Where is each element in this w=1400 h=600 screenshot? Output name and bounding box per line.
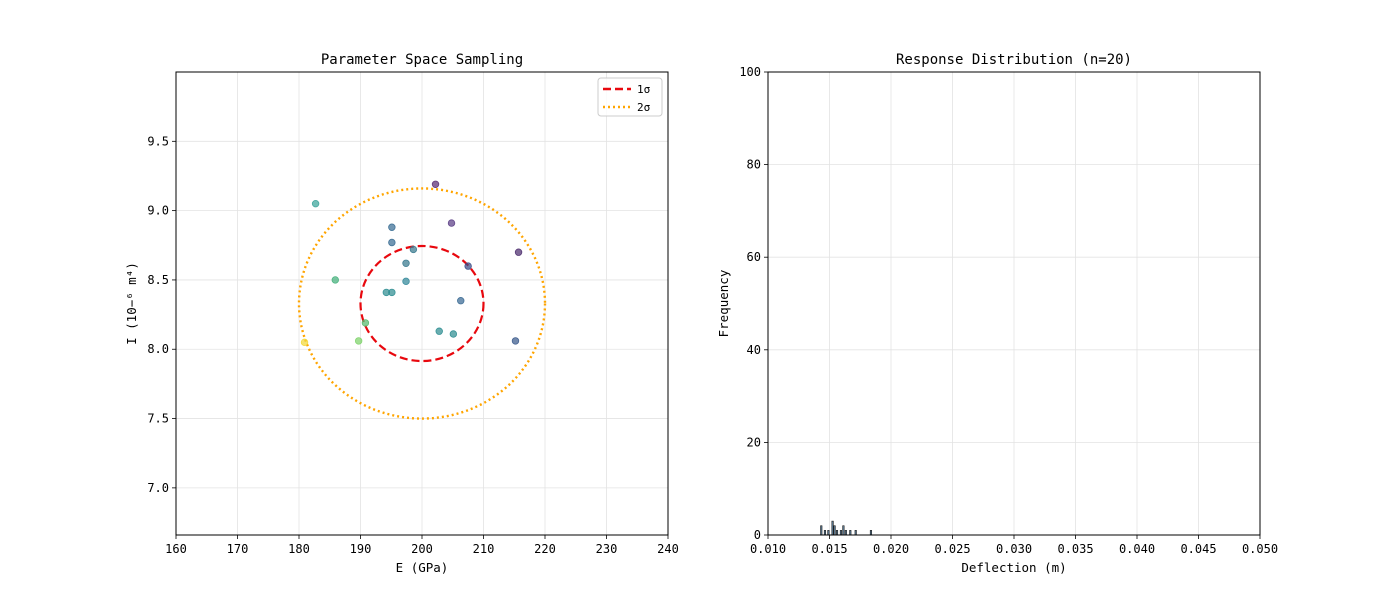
y-tick-label: 0: [754, 528, 761, 542]
scatter-point: [311, 199, 320, 208]
x-tick-label: 230: [596, 542, 618, 556]
histogram-x-axis-label: Deflection (m): [961, 560, 1066, 575]
legend-label-2sigma: 2σ: [637, 101, 651, 114]
scatter-point: [464, 262, 472, 270]
x-tick-label: 0.020: [873, 542, 909, 556]
x-tick-label: 170: [227, 542, 249, 556]
y-tick-label: 7.0: [147, 481, 169, 495]
histogram-ticks: 0.010 0.015 0.020 0.025 0.030 0.035 0.040 0.045…: [739, 65, 1278, 556]
scatter-point: [388, 238, 396, 247]
scatter-point: [402, 259, 410, 267]
scatter-y-axis-label: I (10−⁶ m⁴): [124, 262, 139, 345]
y-tick-label: 8.5: [147, 273, 169, 287]
x-tick-label: 160: [165, 542, 187, 556]
legend-label-1sigma: 1σ: [637, 83, 651, 96]
two-sigma-ellipse: [297, 187, 547, 420]
x-tick-label: 190: [350, 542, 372, 556]
scatter-point: [388, 288, 396, 297]
x-tick-label: 200: [411, 542, 433, 556]
x-tick-label: 0.045: [1180, 542, 1216, 556]
histogram-bar: [827, 530, 830, 536]
histogram-bar: [844, 530, 847, 536]
histogram-bar: [823, 530, 827, 536]
scatter-point: [300, 338, 309, 347]
scatter-point: [354, 337, 363, 345]
scatter-point: [402, 277, 410, 286]
scatter-point: [409, 245, 418, 254]
y-tick-label: 100: [739, 65, 761, 79]
scatter-point: [388, 223, 396, 231]
histogram-y-axis-label: Frequency: [716, 269, 731, 337]
y-tick-label: 60: [747, 250, 761, 264]
histogram-chart-title: Response Distribution (n=20): [896, 52, 1132, 68]
histogram-bar: [869, 530, 873, 536]
scatter-point: [449, 330, 458, 338]
x-tick-label: 220: [534, 542, 556, 556]
y-tick-label: 40: [747, 343, 761, 357]
scatter-x-axis-label: E (GPa): [396, 560, 449, 575]
histogram-bar: [835, 530, 839, 536]
scatter-point: [431, 180, 440, 188]
y-tick-label: 7.5: [147, 412, 169, 426]
x-tick-label: 0.050: [1242, 542, 1278, 556]
histogram-chart: 0.010 0.015 0.020 0.025 0.030 0.035 0.040 0.045…: [716, 52, 1278, 575]
scatter-point: [514, 248, 523, 256]
x-tick-label: 0.010: [750, 542, 786, 556]
x-tick-label: 0.040: [1119, 542, 1155, 556]
x-tick-label: 0.035: [1057, 542, 1093, 556]
scatter-point: [435, 327, 443, 335]
histogram-bar: [854, 530, 857, 536]
histogram-bar: [849, 530, 852, 536]
y-tick-label: 80: [747, 158, 761, 172]
x-tick-label: 0.015: [811, 542, 847, 556]
x-tick-label: 180: [288, 542, 310, 556]
scatter-ticks: 160 170 180 190 200 210 220 230 240 7.0 7.5 8.0 8.5 9…: [147, 134, 679, 556]
scatter-point: [457, 297, 465, 305]
legend-box: [597, 77, 663, 117]
histogram-bar: [842, 525, 845, 536]
x-tick-label: 210: [473, 542, 495, 556]
y-tick-label: 20: [747, 435, 761, 449]
scatter-point: [447, 219, 456, 227]
scatter-point: [361, 319, 370, 327]
scatter-chart: 160 170 180 190 200 210 220 230 240 7.0 7.5 8.0 8.5 9…: [124, 52, 679, 575]
sigma-ellipses: [297, 187, 547, 420]
histogram-bar: [839, 530, 843, 536]
y-tick-label: 9.0: [147, 204, 169, 218]
scatter-point: [511, 337, 520, 345]
scatter-legend: 1σ 2σ: [597, 77, 663, 117]
y-tick-label: 9.5: [147, 134, 169, 148]
scatter-points: [300, 180, 523, 347]
x-tick-label: 0.025: [934, 542, 970, 556]
x-tick-label: 0.030: [996, 542, 1032, 556]
one-sigma-ellipse: [359, 244, 485, 363]
histogram-bar: [820, 525, 823, 536]
y-tick-label: 8.0: [147, 342, 169, 356]
histogram-bar: [833, 525, 836, 536]
histogram-bar: [831, 520, 834, 536]
scatter-point: [331, 276, 339, 284]
scatter-chart-title: Parameter Space Sampling: [321, 52, 523, 68]
x-tick-label: 240: [657, 542, 679, 556]
